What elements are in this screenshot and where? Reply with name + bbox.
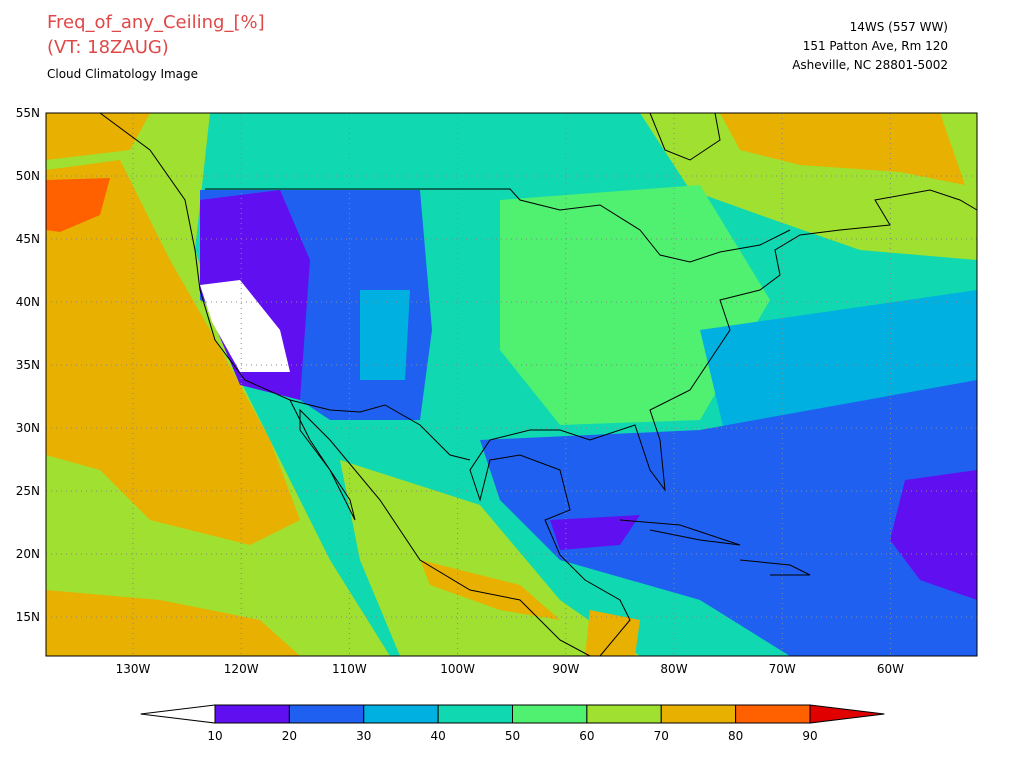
- lon-label: 60W: [877, 662, 904, 676]
- field-region: [585, 610, 640, 656]
- lon-label: 80W: [660, 662, 687, 676]
- field-region: [720, 113, 965, 185]
- colorbar-label: 10: [207, 729, 222, 743]
- coastline: [469, 189, 978, 657]
- lon-label: 110W: [332, 662, 367, 676]
- lat-label: 45N: [16, 232, 40, 246]
- colorbar-box: [288, 704, 365, 724]
- coastlines: [99, 112, 978, 657]
- field-region: [480, 380, 977, 656]
- colorbar-label: 70: [654, 729, 669, 743]
- field-region: [890, 470, 977, 600]
- graticule: [46, 113, 977, 656]
- field-region: [200, 280, 290, 372]
- colorbar-box: [586, 704, 662, 724]
- lat-label: 25N: [16, 484, 40, 498]
- colorbar-label: 40: [430, 729, 445, 743]
- org-line: Asheville, NC 28801-5002: [792, 58, 948, 72]
- field-region: [500, 185, 770, 425]
- subtitle: Cloud Climatology Image: [47, 67, 198, 81]
- colorbar-box: [660, 704, 737, 724]
- coastline: [739, 559, 811, 576]
- lon-label: 100W: [440, 662, 475, 676]
- field-region: [550, 515, 640, 550]
- lat-label: 55N: [16, 106, 40, 120]
- lat-label: 30N: [16, 421, 40, 435]
- org-line: 151 Patton Ave, Rm 120: [803, 39, 948, 53]
- border: [289, 399, 471, 461]
- colorbar-label: 30: [356, 729, 371, 743]
- lat-label: 50N: [16, 169, 40, 183]
- map-field: [46, 113, 977, 656]
- field-region: [46, 113, 150, 160]
- lon-label: 130W: [116, 662, 151, 676]
- coastline: [99, 112, 591, 657]
- colorbar: 10 20 30 40 50 60 70 80 90: [140, 704, 885, 743]
- lon-label: 120W: [224, 662, 259, 676]
- colorbar-box: [512, 704, 588, 724]
- lat-label: 35N: [16, 358, 40, 372]
- org-line: 14WS (557 WW): [850, 20, 948, 34]
- colorbar-label: 80: [728, 729, 743, 743]
- colorbar-over: [809, 704, 885, 724]
- colorbar-label: 60: [579, 729, 594, 743]
- field-region: [340, 460, 640, 656]
- colorbar-box: [437, 704, 513, 724]
- lon-label: 90W: [552, 662, 579, 676]
- colorbar-box: [214, 704, 290, 724]
- coastline: [619, 519, 741, 546]
- colorbar-under: [140, 704, 216, 724]
- map-frame: [45, 112, 978, 657]
- colorbar-box: [363, 704, 439, 724]
- border: [205, 188, 791, 263]
- lat-label: 40N: [16, 295, 40, 309]
- lon-label: 70W: [769, 662, 796, 676]
- title: Freq_of_any_Ceiling_[%]: [47, 12, 265, 33]
- colorbar-label: 50: [505, 729, 520, 743]
- field-region: [46, 178, 110, 232]
- field-region: [360, 290, 410, 380]
- lat-label: 20N: [16, 547, 40, 561]
- colorbar-label: 20: [282, 729, 297, 743]
- valid-time: (VT: 18ZAUG): [47, 37, 169, 58]
- field-region: [46, 590, 300, 656]
- coastline: [649, 112, 721, 161]
- colorbar-label: 90: [802, 729, 817, 743]
- lat-label: 15N: [16, 610, 40, 624]
- field-region: [46, 160, 300, 545]
- colorbar-box: [735, 704, 811, 724]
